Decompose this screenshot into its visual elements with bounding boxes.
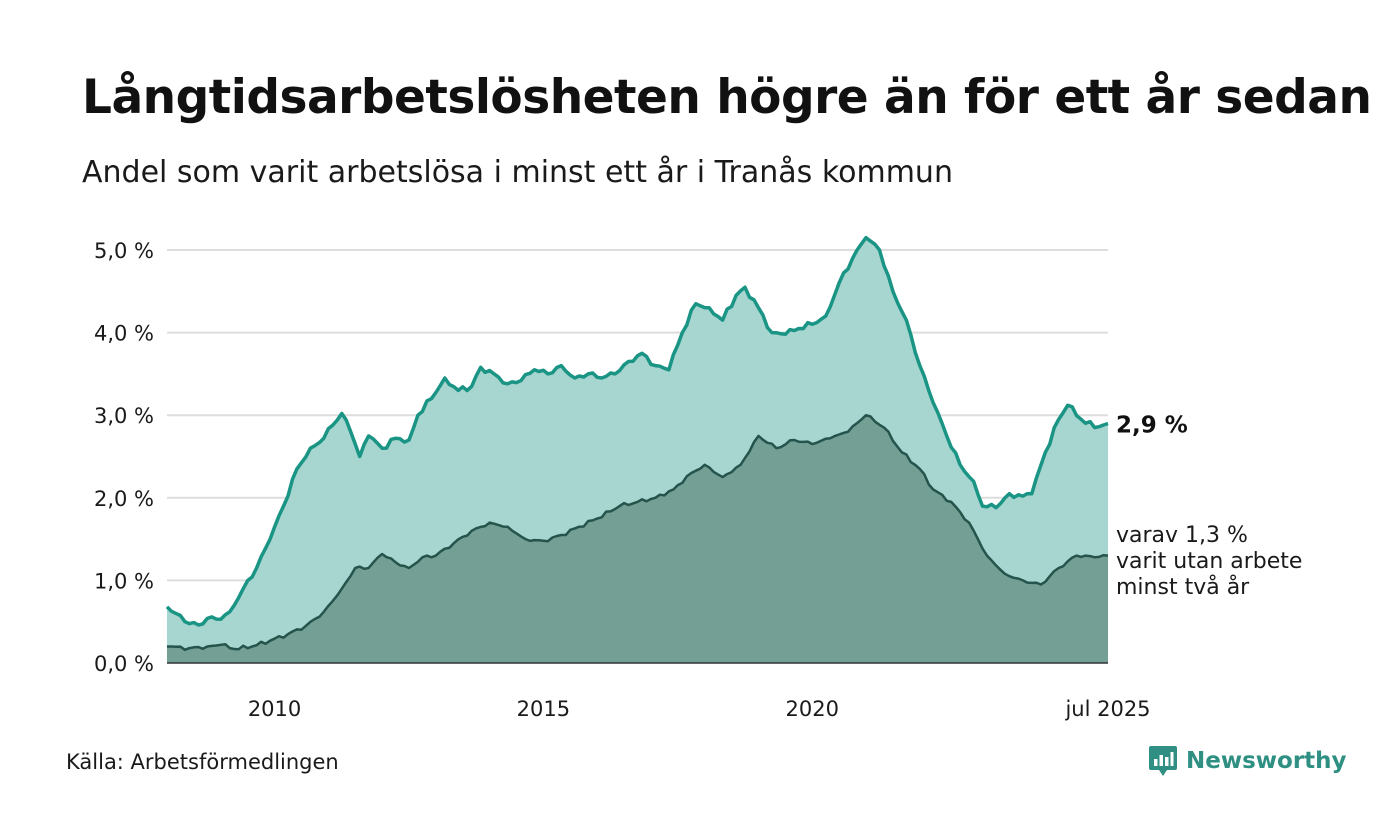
bar-chart-icon	[1149, 746, 1177, 776]
area-chart: 0,0 % 1,0 % 2,0 % 3,0 % 4,0 % 5,0 % 2010 2015 20…	[94, 235, 1302, 721]
brand-logo: Newsworthy	[1148, 744, 1347, 778]
chart-title: Långtidsarbetslösheten högre än för ett …	[82, 70, 1372, 125]
end-label-two-years: varav 1,3 %	[1116, 523, 1248, 548]
x-tick-label: 2010	[248, 697, 301, 721]
y-tick-label: 4,0 %	[94, 322, 154, 346]
brand-name: Newsworthy	[1186, 748, 1347, 774]
x-tick-label: jul 2025	[1064, 697, 1150, 721]
series-total-line	[165, 235, 1109, 627]
end-label-two-years: varit utan arbete	[1116, 549, 1302, 574]
x-tick-label: 2020	[786, 697, 839, 721]
x-tick-label: 2015	[517, 697, 570, 721]
end-label-two-years: minst två år	[1116, 574, 1250, 600]
chart-subtitle: Andel som varit arbetslösa i minst ett å…	[82, 155, 953, 190]
series-two-years-area	[167, 415, 1108, 663]
source-note: Källa: Arbetsförmedlingen	[66, 750, 339, 774]
y-tick-label: 3,0 %	[94, 404, 154, 428]
y-tick-label: 2,0 %	[94, 487, 154, 511]
series-areas	[165, 235, 1109, 664]
y-tick-label: 5,0 %	[94, 239, 154, 263]
y-tick-label: 1,0 %	[94, 569, 154, 593]
y-tick-label: 0,0 %	[94, 652, 154, 676]
end-label-total: 2,9 %	[1116, 412, 1188, 438]
axis-ticks: 0,0 % 1,0 % 2,0 % 3,0 % 4,0 % 5,0 % 2010 2015 20…	[94, 239, 1151, 721]
series-two-years-line	[167, 413, 1109, 652]
